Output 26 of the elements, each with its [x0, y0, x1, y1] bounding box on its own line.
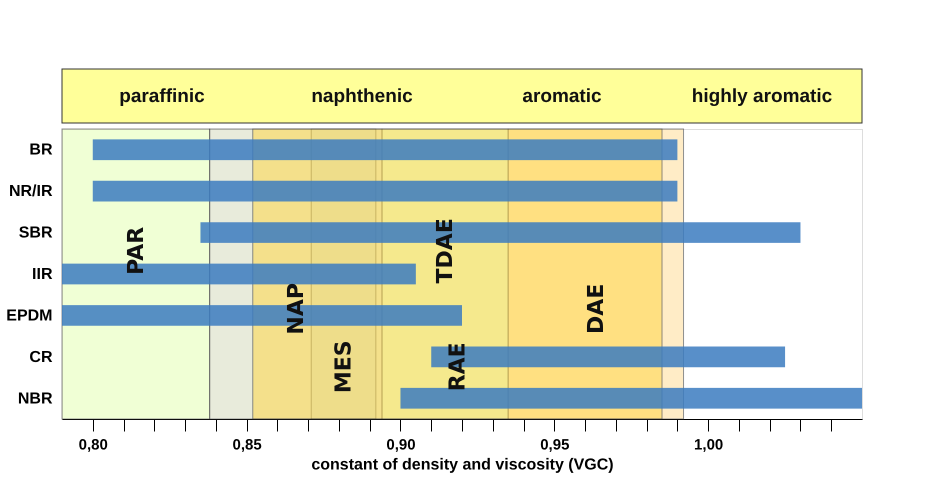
band-label: NAP [284, 283, 309, 335]
x-axis-title: constant of density and viscosity (VGC) [311, 456, 614, 474]
bar [92, 180, 678, 202]
text: aromatic [522, 86, 602, 107]
band-label: MES [332, 340, 357, 394]
band-label: RAE [445, 342, 470, 392]
y-tick-label: NBR [18, 390, 53, 408]
y-tick-label: CR [29, 348, 53, 366]
x-tick-label: 0,85 [232, 436, 262, 454]
text: naphthenic [311, 86, 414, 107]
text: highly aromatic [692, 86, 833, 107]
x-tick-label: 0,80 [78, 436, 108, 454]
bar [92, 139, 678, 160]
bar [400, 388, 862, 409]
text: paraffinic [119, 86, 206, 107]
x-tick-label: 0,90 [386, 436, 416, 454]
x-tick-label: 0,95 [540, 436, 570, 454]
band-label: DAE [584, 284, 609, 334]
band-label: PAR [124, 226, 149, 275]
x-tick-label: 1,00 [694, 436, 724, 454]
y-tick-label: BR [29, 142, 53, 159]
y-tick-label: IIR [32, 266, 53, 283]
band-label: TDAE [433, 218, 458, 284]
y-tick-label: SBR [18, 224, 53, 242]
y-tick-label: EPDM [6, 307, 52, 324]
y-tick-label: NR/IR [8, 183, 53, 200]
